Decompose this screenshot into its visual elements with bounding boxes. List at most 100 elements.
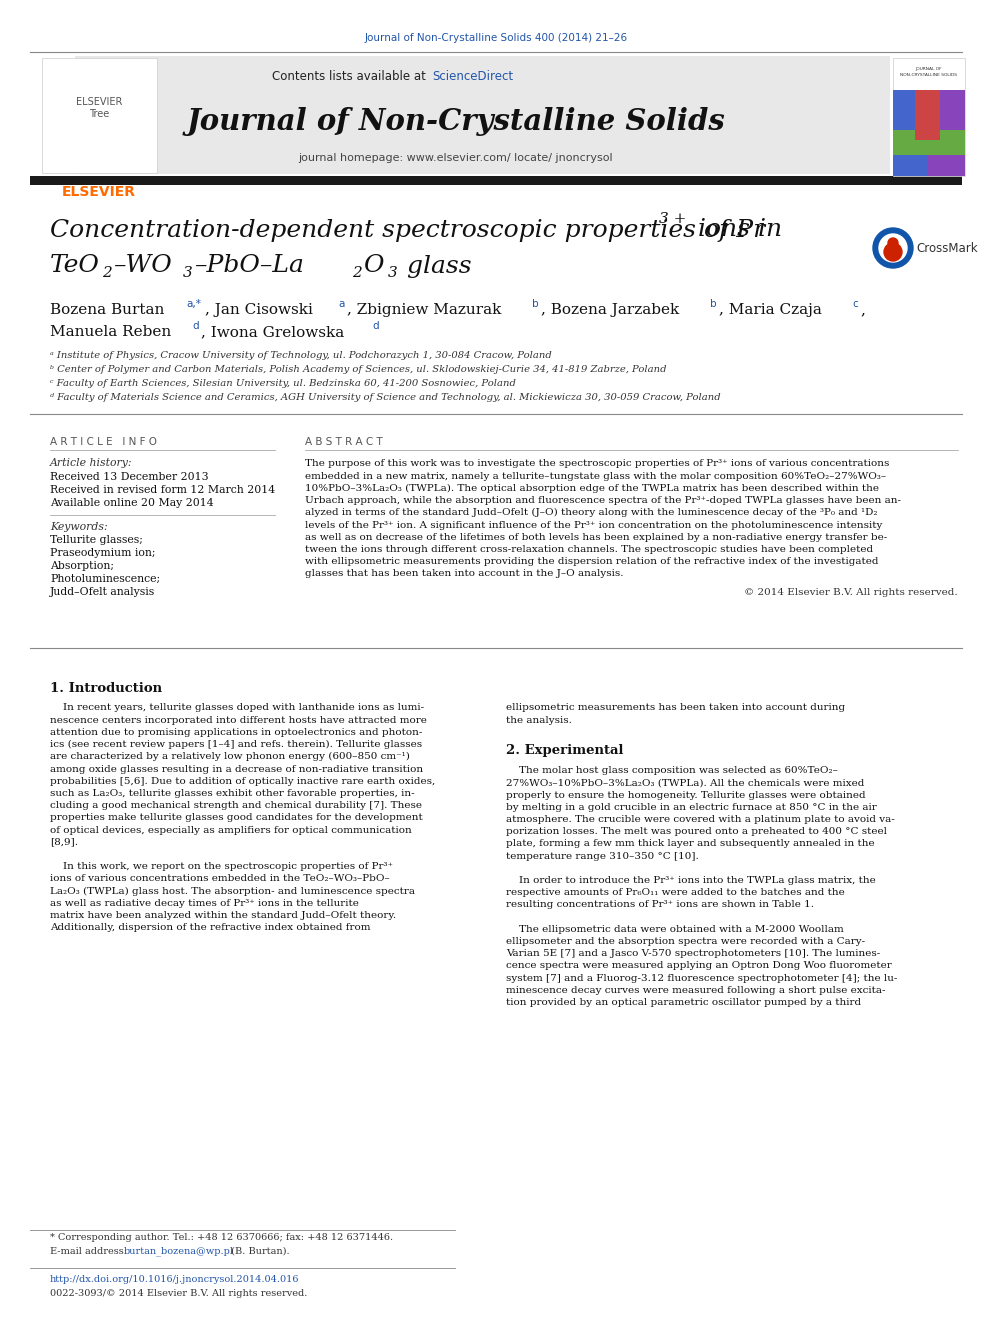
Text: journal homepage: www.elsevier.com/ locate/ jnoncrysol: journal homepage: www.elsevier.com/ loca… bbox=[299, 153, 613, 163]
Text: A B S T R A C T: A B S T R A C T bbox=[305, 437, 383, 447]
Text: Article history:: Article history: bbox=[50, 458, 133, 468]
Text: ELSEVIER
Tree: ELSEVIER Tree bbox=[75, 97, 122, 119]
Text: , Zbigniew Mazurak: , Zbigniew Mazurak bbox=[347, 303, 506, 318]
Text: with ellipsometric measurements providing the dispersion relation of the refract: with ellipsometric measurements providin… bbox=[305, 557, 879, 566]
Text: among oxide glasses resulting in a decrease of non-radiative transition: among oxide glasses resulting in a decre… bbox=[50, 765, 424, 774]
Text: Photoluminescence;: Photoluminescence; bbox=[50, 574, 160, 583]
Text: 1. Introduction: 1. Introduction bbox=[50, 681, 162, 695]
Text: ᶜ Faculty of Earth Sciences, Silesian University, ul. Bedzinska 60, 41-200 Sosno: ᶜ Faculty of Earth Sciences, Silesian Un… bbox=[50, 380, 516, 389]
Text: Manuela Reben: Manuela Reben bbox=[50, 325, 177, 339]
Text: La₂O₃ (TWPLa) glass host. The absorption- and luminescence spectra: La₂O₃ (TWPLa) glass host. The absorption… bbox=[50, 886, 415, 896]
Text: Concentration-dependent spectroscopic properties of Pr: Concentration-dependent spectroscopic pr… bbox=[50, 218, 765, 242]
Text: a,*: a,* bbox=[186, 299, 200, 310]
Text: porization losses. The melt was poured onto a preheated to 400 °C steel: porization losses. The melt was poured o… bbox=[506, 827, 887, 836]
Bar bbox=[915, 90, 940, 140]
Bar bbox=[893, 130, 965, 155]
Text: ions in: ions in bbox=[690, 218, 782, 242]
Text: ᵃ Institute of Physics, Cracow University of Technology, ul. Podchorazych 1, 30-: ᵃ Institute of Physics, Cracow Universit… bbox=[50, 352, 552, 360]
Text: Additionally, dispersion of the refractive index obtained from: Additionally, dispersion of the refracti… bbox=[50, 923, 370, 933]
Text: –PbO–La: –PbO–La bbox=[194, 254, 304, 278]
Text: –WO: –WO bbox=[113, 254, 172, 278]
Text: , Iwona Grelowska: , Iwona Grelowska bbox=[201, 325, 349, 339]
Text: matrix have been analyzed within the standard Judd–Ofelt theory.: matrix have been analyzed within the sta… bbox=[50, 912, 396, 919]
Text: [8,9].: [8,9]. bbox=[50, 837, 78, 847]
Text: TeO: TeO bbox=[50, 254, 100, 278]
Text: glass: glass bbox=[399, 254, 471, 278]
Text: minescence decay curves were measured following a short pulse excita-: minescence decay curves were measured fo… bbox=[506, 986, 886, 995]
Text: 2: 2 bbox=[102, 266, 112, 280]
Text: JOURNAL OF
NON-CRYSTALLINE SOLIDS: JOURNAL OF NON-CRYSTALLINE SOLIDS bbox=[901, 67, 957, 77]
Text: 0022-3093/© 2014 Elsevier B.V. All rights reserved.: 0022-3093/© 2014 Elsevier B.V. All right… bbox=[50, 1289, 308, 1298]
Text: ᵈ Faculty of Materials Science and Ceramics, AGH University of Science and Techn: ᵈ Faculty of Materials Science and Ceram… bbox=[50, 393, 720, 402]
Text: Received 13 December 2013: Received 13 December 2013 bbox=[50, 472, 208, 482]
Text: © 2014 Elsevier B.V. All rights reserved.: © 2014 Elsevier B.V. All rights reserved… bbox=[744, 587, 958, 597]
Bar bbox=[75, 56, 890, 175]
Text: Available online 20 May 2014: Available online 20 May 2014 bbox=[50, 497, 213, 508]
Text: as well as on decrease of the lifetimes of both levels has been explained by a n: as well as on decrease of the lifetimes … bbox=[305, 533, 887, 541]
Text: temperature range 310–350 °C [10].: temperature range 310–350 °C [10]. bbox=[506, 852, 698, 860]
Text: CrossMark: CrossMark bbox=[916, 242, 978, 254]
Text: Judd–Ofelt analysis: Judd–Ofelt analysis bbox=[50, 587, 156, 597]
Circle shape bbox=[888, 238, 898, 247]
Text: * Corresponding author. Tel.: +48 12 6370666; fax: +48 12 6371446.: * Corresponding author. Tel.: +48 12 637… bbox=[50, 1233, 393, 1242]
Text: Urbach approach, while the absorption and fluorescence spectra of the Pr³⁺-doped: Urbach approach, while the absorption an… bbox=[305, 496, 901, 505]
Text: Tellurite glasses;: Tellurite glasses; bbox=[50, 534, 143, 545]
Text: 27%WO₃–10%PbO–3%La₂O₃ (TWPLa). All the chemicals were mixed: 27%WO₃–10%PbO–3%La₂O₃ (TWPLa). All the c… bbox=[506, 778, 864, 787]
Text: In this work, we report on the spectroscopic properties of Pr³⁺: In this work, we report on the spectrosc… bbox=[50, 863, 393, 871]
Text: Absorption;: Absorption; bbox=[50, 561, 114, 572]
Text: ellipsometer and the absorption spectra were recorded with a Cary-: ellipsometer and the absorption spectra … bbox=[506, 937, 865, 946]
Text: (B. Burtan).: (B. Burtan). bbox=[228, 1246, 290, 1256]
Text: Praseodymium ion;: Praseodymium ion; bbox=[50, 548, 156, 558]
Text: b: b bbox=[710, 299, 716, 310]
Text: A R T I C L E   I N F O: A R T I C L E I N F O bbox=[50, 437, 157, 447]
Text: ScienceDirect: ScienceDirect bbox=[432, 70, 513, 83]
Text: d: d bbox=[372, 321, 379, 331]
Text: In recent years, tellurite glasses doped with lanthanide ions as lumi-: In recent years, tellurite glasses doped… bbox=[50, 704, 425, 713]
Text: levels of the Pr³⁺ ion. A significant influence of the Pr³⁺ ion concentration on: levels of the Pr³⁺ ion. A significant in… bbox=[305, 520, 882, 529]
Text: tween the ions through different cross-relaxation channels. The spectroscopic st: tween the ions through different cross-r… bbox=[305, 545, 873, 554]
Text: Contents lists available at: Contents lists available at bbox=[273, 70, 430, 83]
Text: b: b bbox=[532, 299, 539, 310]
Bar bbox=[30, 176, 962, 185]
Text: system [7] and a Fluorog-3.12 fluorescence spectrophotometer [4]; the lu-: system [7] and a Fluorog-3.12 fluorescen… bbox=[506, 974, 898, 983]
Text: properties make tellurite glasses good candidates for the development: properties make tellurite glasses good c… bbox=[50, 814, 423, 823]
Text: probabilities [5,6]. Due to addition of optically inactive rare earth oxides,: probabilities [5,6]. Due to addition of … bbox=[50, 777, 435, 786]
Text: respective amounts of Pr₆O₁₁ were added to the batches and the: respective amounts of Pr₆O₁₁ were added … bbox=[506, 888, 845, 897]
Text: E-mail address:: E-mail address: bbox=[50, 1246, 130, 1256]
Circle shape bbox=[879, 234, 907, 262]
Text: Varian 5E [7] and a Jasco V-570 spectrophotometers [10]. The lumines-: Varian 5E [7] and a Jasco V-570 spectrop… bbox=[506, 949, 880, 958]
Text: Bozena Burtan: Bozena Burtan bbox=[50, 303, 170, 318]
Text: ELSEVIER: ELSEVIER bbox=[62, 185, 136, 198]
Text: 2. Experimental: 2. Experimental bbox=[506, 744, 624, 757]
Text: are characterized by a relatively low phonon energy (600–850 cm⁻¹): are characterized by a relatively low ph… bbox=[50, 753, 410, 761]
Text: Journal of Non-Crystalline Solids 400 (2014) 21–26: Journal of Non-Crystalline Solids 400 (2… bbox=[364, 33, 628, 44]
Text: ions of various concentrations embedded in the TeO₂–WO₃–PbO–: ions of various concentrations embedded … bbox=[50, 875, 390, 884]
Text: , Jan Cisowski: , Jan Cisowski bbox=[205, 303, 317, 318]
Text: nescence centers incorporated into different hosts have attracted more: nescence centers incorporated into diffe… bbox=[50, 716, 427, 725]
Text: cluding a good mechanical strength and chemical durability [7]. These: cluding a good mechanical strength and c… bbox=[50, 802, 422, 810]
Text: embedded in a new matrix, namely a tellurite–tungstate glass with the molar comp: embedded in a new matrix, namely a tellu… bbox=[305, 472, 886, 480]
Text: d: d bbox=[192, 321, 198, 331]
Text: resulting concentrations of Pr³⁺ ions are shown in Table 1.: resulting concentrations of Pr³⁺ ions ar… bbox=[506, 900, 814, 909]
Text: ,: , bbox=[860, 303, 865, 318]
Circle shape bbox=[873, 228, 913, 269]
Bar bbox=[42, 58, 157, 173]
Bar bbox=[893, 90, 928, 176]
Text: 3: 3 bbox=[388, 266, 398, 280]
Text: 2: 2 bbox=[352, 266, 362, 280]
Text: attention due to promising applications in optoelectronics and photon-: attention due to promising applications … bbox=[50, 728, 423, 737]
Text: 3: 3 bbox=[183, 266, 192, 280]
Text: as well as radiative decay times of Pr³⁺ ions in the tellurite: as well as radiative decay times of Pr³⁺… bbox=[50, 898, 359, 908]
Text: glasses that has been taken into account in the J–O analysis.: glasses that has been taken into account… bbox=[305, 569, 624, 578]
Text: Keywords:: Keywords: bbox=[50, 523, 107, 532]
Text: 10%PbO–3%La₂O₃ (TWPLa). The optical absorption edge of the TWPLa matrix has been: 10%PbO–3%La₂O₃ (TWPLa). The optical abso… bbox=[305, 484, 879, 493]
Text: such as La₂O₃, tellurite glasses exhibit other favorable properties, in-: such as La₂O₃, tellurite glasses exhibit… bbox=[50, 789, 415, 798]
Text: O: O bbox=[363, 254, 384, 278]
Text: 3 +: 3 + bbox=[659, 212, 686, 226]
Text: Journal of Non-Crystalline Solids: Journal of Non-Crystalline Solids bbox=[186, 107, 725, 136]
Text: The molar host glass composition was selected as 60%TeO₂–: The molar host glass composition was sel… bbox=[506, 766, 838, 775]
Text: Received in revised form 12 March 2014: Received in revised form 12 March 2014 bbox=[50, 486, 275, 495]
Text: http://dx.doi.org/10.1016/j.jnoncrysol.2014.04.016: http://dx.doi.org/10.1016/j.jnoncrysol.2… bbox=[50, 1275, 300, 1285]
Text: c: c bbox=[852, 299, 858, 310]
Text: cence spectra were measured applying an Optron Dong Woo fluorometer: cence spectra were measured applying an … bbox=[506, 962, 892, 970]
